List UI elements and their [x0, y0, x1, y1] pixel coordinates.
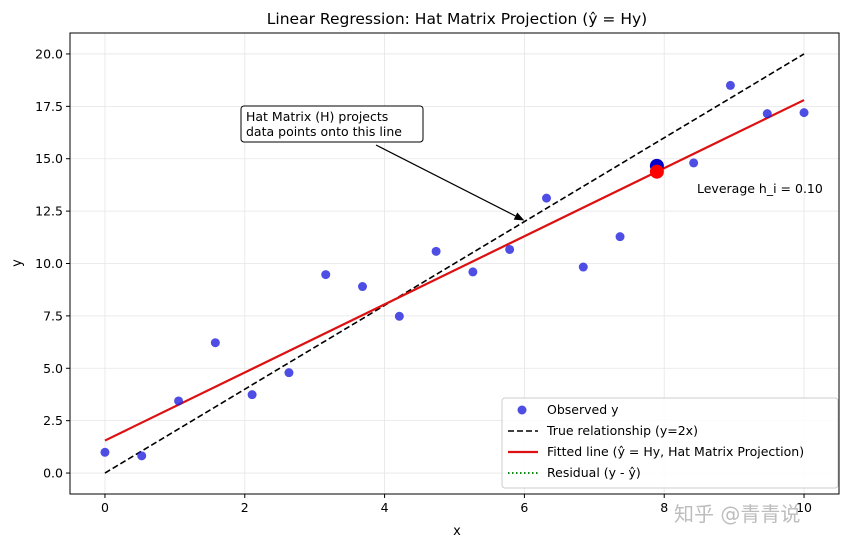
annotation-line-1: Hat Matrix (H) projects [246, 109, 388, 124]
x-tick-label: 4 [381, 500, 389, 515]
ticks-layer: 0 2 4 6 8 10 0.0 2.5 5.0 7.5 10.0 12.5 15.0 17.5 20.0 [35, 46, 812, 515]
x-tick-label: 8 [660, 500, 668, 515]
observed-point [725, 80, 735, 90]
annotation-line-2: data points onto this line [246, 124, 402, 139]
annotation-box [240, 105, 424, 143]
observed-point [431, 246, 441, 256]
annotation-arrowhead [513, 212, 525, 221]
legend-label-observed: Observed y [547, 402, 619, 417]
legend-label-fitted: Fitted line (ŷ = Hy, Hat Matrix Projecti… [547, 444, 804, 459]
legend-box [501, 397, 839, 489]
y-axis-label: y [10, 259, 25, 267]
observed-point [799, 108, 809, 118]
x-axis-label: x [453, 524, 461, 539]
observed-point [394, 311, 404, 321]
observed-point [210, 338, 220, 348]
highlight-fitted-point [649, 164, 664, 179]
observed-point [321, 270, 331, 280]
annotation: Hat Matrix (H) projects data points onto… [240, 105, 525, 221]
observed-point [762, 109, 772, 119]
y-tick-label: 17.5 [35, 99, 63, 114]
legend-label-residual: Residual (y - ŷ) [547, 465, 641, 480]
x-tick-label: 10 [796, 500, 812, 515]
y-tick-label: 12.5 [35, 204, 63, 219]
y-tick-label: 10.0 [35, 256, 63, 271]
x-tick-label: 6 [520, 500, 528, 515]
points-layer [100, 80, 809, 461]
legend: Observed y True relationship (y=2x) Fitt… [501, 397, 839, 489]
observed-point [137, 451, 147, 461]
observed-point [284, 368, 294, 378]
x-tick-label: 0 [101, 500, 109, 515]
observed-point [247, 390, 257, 400]
y-tick-label: 2.5 [43, 413, 63, 428]
y-tick-label: 15.0 [35, 151, 63, 166]
observed-point [505, 244, 515, 254]
lines-layer [104, 53, 805, 474]
chart-title: Linear Regression: Hat Matrix Projection… [267, 10, 647, 28]
observed-point [468, 267, 478, 277]
fitted-line [104, 99, 805, 442]
true-relationship-line [104, 53, 805, 474]
leverage-label: Leverage h_i = 0.10 [697, 181, 823, 196]
x-tick-label: 2 [241, 500, 249, 515]
observed-point [689, 158, 699, 168]
annotation-arrow [375, 144, 516, 217]
y-tick-label: 20.0 [35, 46, 63, 61]
observed-point [542, 193, 552, 203]
observed-point [615, 232, 625, 242]
observed-point [578, 262, 588, 272]
legend-label-true: True relationship (y=2x) [546, 423, 698, 438]
y-tick-label: 0.0 [43, 466, 63, 481]
y-tick-label: 5.0 [43, 361, 63, 376]
observed-point [357, 282, 367, 292]
observed-point [174, 396, 184, 406]
observed-point [100, 447, 110, 457]
y-tick-label: 7.5 [43, 308, 63, 323]
legend-marker-observed [517, 405, 527, 415]
watermark: 知乎 @青青说 [674, 502, 800, 526]
